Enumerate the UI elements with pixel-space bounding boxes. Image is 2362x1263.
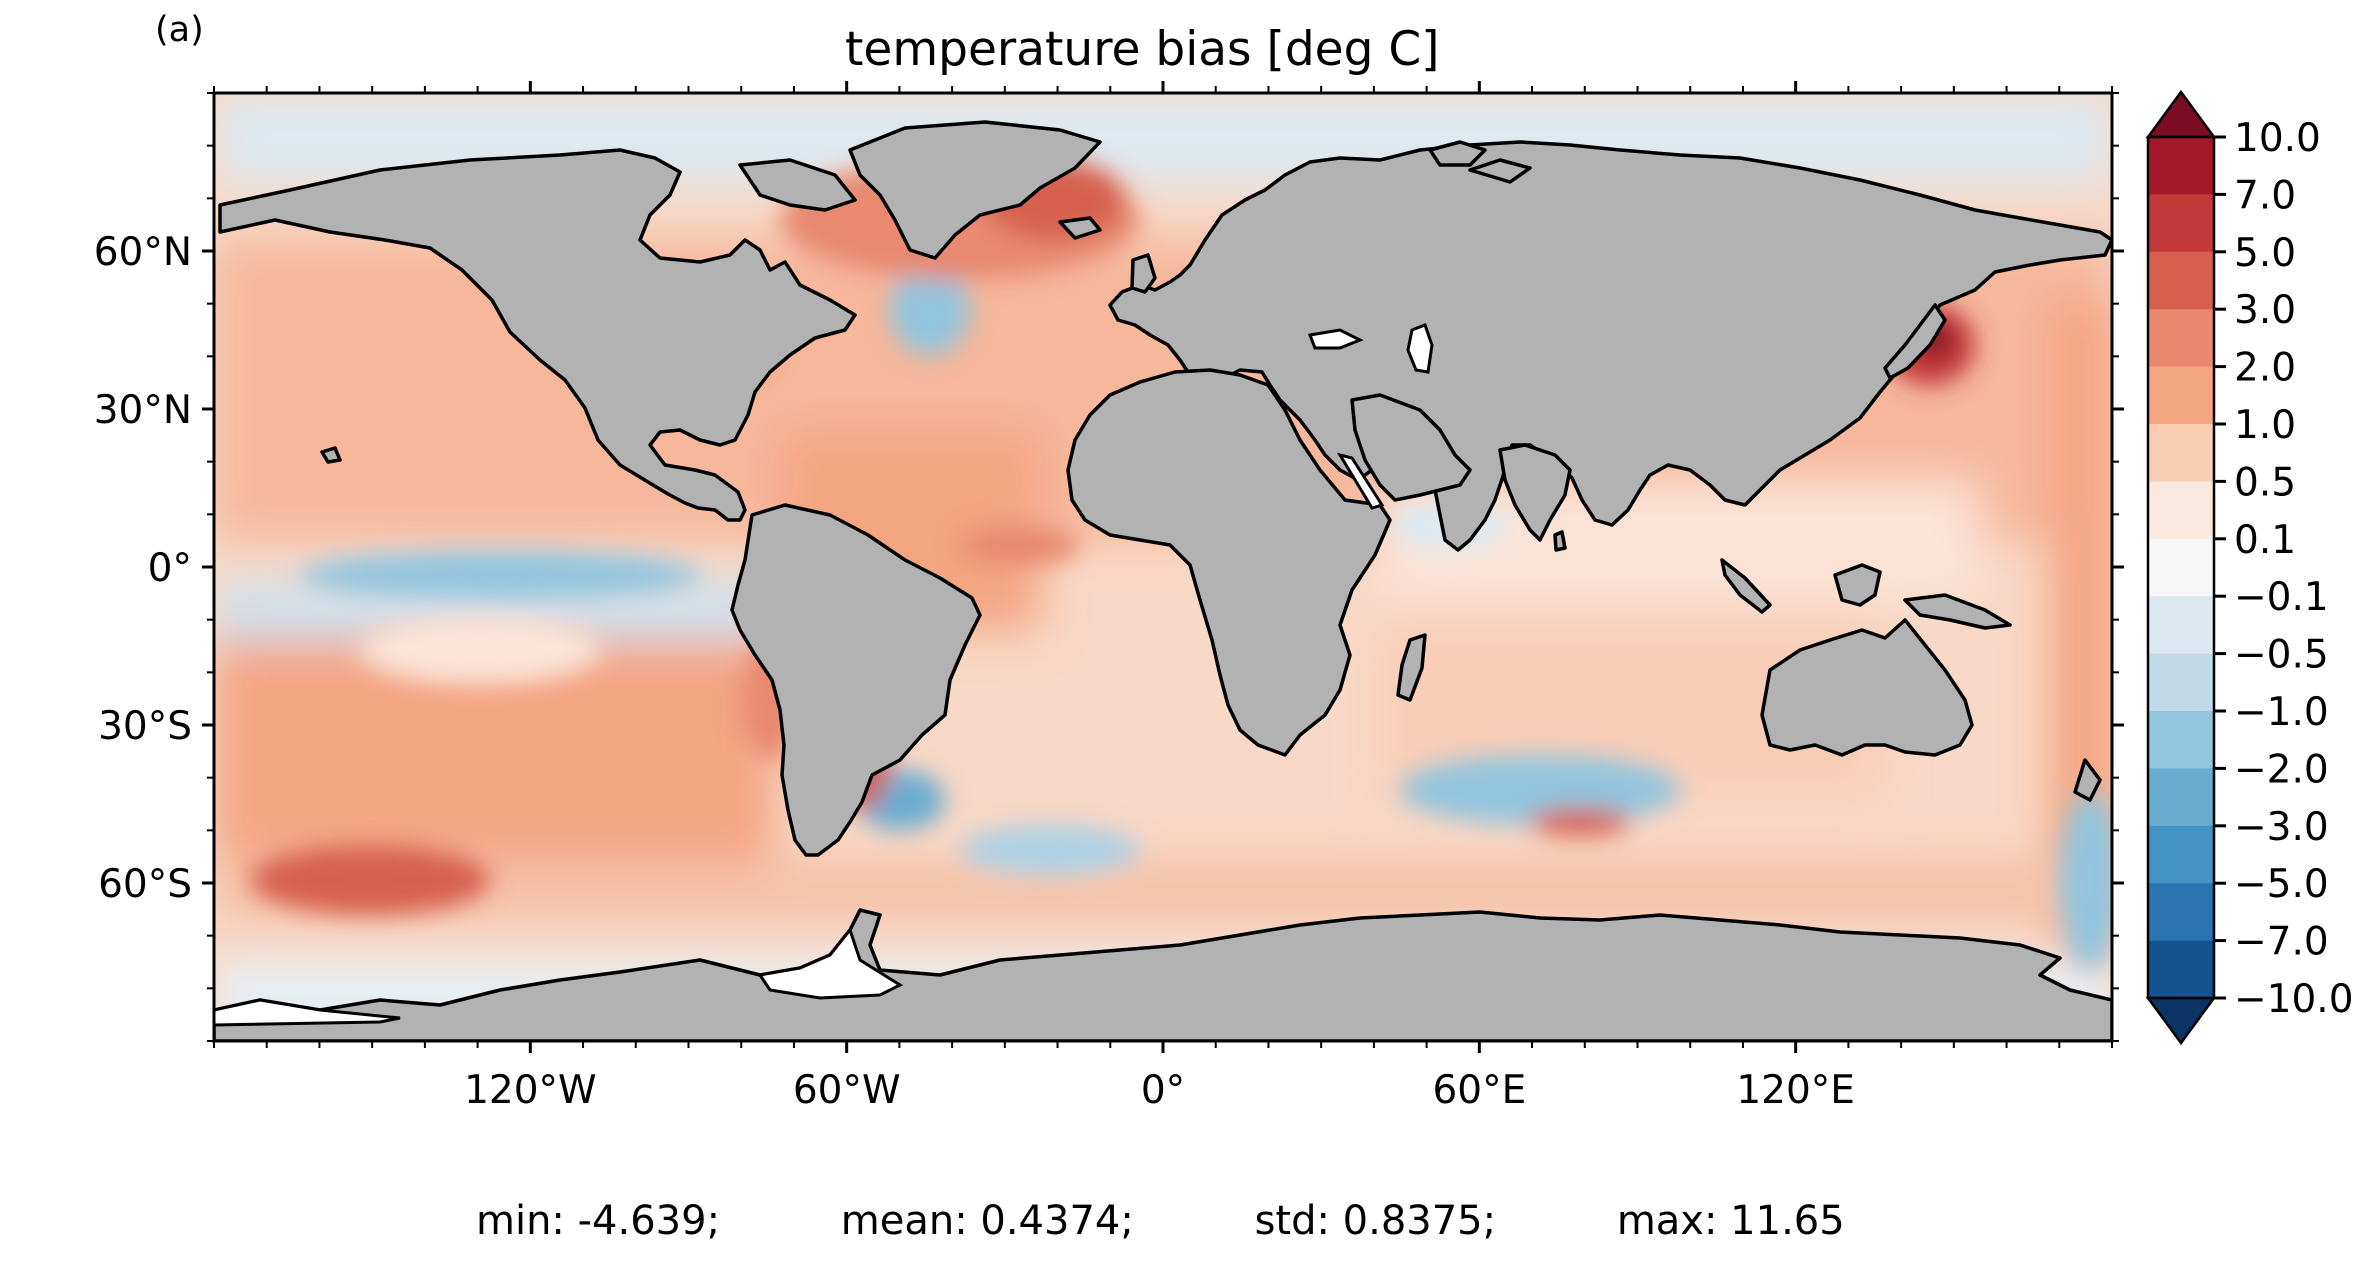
land-south-america (730, 503, 982, 857)
colorbar-label: −7.0 (2234, 920, 2329, 965)
land-borneo (1833, 563, 1882, 607)
land-hawaii (320, 446, 342, 464)
stat-std: std: 0.8375; (1254, 1198, 1497, 1244)
colorbar-swatch (2148, 137, 2214, 195)
minor-ticks (207, 86, 2119, 1048)
colorbar-label: −10.0 (2234, 977, 2354, 1022)
colorbar-label: 3.0 (2234, 288, 2296, 333)
colorbar-extend-max (2145, 89, 2217, 139)
lon-tick-label: 120°E (1736, 1068, 1855, 1113)
colorbar-swatch (2148, 596, 2214, 655)
lon-tick-label: 60°W (793, 1068, 901, 1113)
colorbar-swatch (2148, 825, 2214, 884)
colorbar-extend-min (2145, 996, 2217, 1046)
colorbar-label: 5.0 (2234, 231, 2296, 276)
colorbar-swatch (2148, 711, 2214, 769)
colorbar-label: −1.0 (2234, 690, 2329, 735)
colorbar-swatch (2148, 481, 2214, 540)
lon-tick-label: 60°E (1432, 1068, 1526, 1113)
land-sumatra (1720, 558, 1772, 614)
colorbar-swatch (2148, 194, 2214, 253)
colorbar-swatch (2148, 653, 2214, 712)
land-madagascar (1396, 633, 1427, 702)
caspian-sea (1406, 323, 1434, 374)
land-japan (1883, 303, 1947, 380)
land-north-america (218, 148, 857, 522)
colorbar-label: 0.1 (2234, 518, 2296, 563)
land-australia (1760, 618, 1974, 757)
colorbar-swatch (2148, 940, 2214, 999)
colorbar-label: 7.0 (2234, 173, 2296, 218)
ross-ice (214, 998, 401, 1027)
land-masses (214, 120, 2112, 1041)
white-regions (214, 323, 1434, 1027)
map-area (214, 93, 2112, 1041)
land-africa (1066, 368, 1392, 757)
colorbar-frame (2146, 135, 2216, 1000)
weddell-ice (757, 926, 904, 1000)
colorbar-label: −2.0 (2234, 747, 2329, 792)
land-antarctica (214, 908, 2112, 1041)
colorbar-swatch (2148, 883, 2214, 942)
land-iceland (1058, 216, 1102, 240)
colorbar-label: 0.5 (2234, 460, 2296, 505)
colorbar-swatch (2148, 538, 2214, 597)
land-baffin (738, 158, 857, 212)
land-greenland (848, 120, 1102, 260)
colorbar-swatch (2148, 424, 2214, 482)
land-india (1498, 443, 1572, 542)
colorbar-swatch (2148, 768, 2214, 827)
lat-tick-label: 30°S (98, 704, 192, 749)
land-new-zealand (2073, 758, 2102, 802)
land-arabia (1350, 393, 1472, 502)
colorbar-swatch (2148, 366, 2214, 425)
lat-tick-label: 60°S (98, 862, 192, 907)
lon-tick-label: 120°W (464, 1068, 597, 1113)
land-svalbard (1428, 140, 1487, 167)
colorbar-label: −3.0 (2234, 805, 2329, 850)
lon-tick-label: 0° (1141, 1068, 1185, 1113)
colorbar-label: −0.5 (2234, 633, 2329, 678)
lat-tick-label: 0° (148, 546, 192, 591)
colorbar-label: 10.0 (2234, 116, 2321, 161)
colorbar-swatch (2148, 251, 2214, 310)
red-sea (1336, 452, 1385, 510)
stat-max: max: 11.65 (1616, 1198, 1845, 1244)
black-sea (1307, 328, 1364, 350)
colorbar-label: −5.0 (2234, 862, 2329, 907)
colorbar-label: 2.0 (2234, 346, 2296, 391)
stats-line: min: -4.639; mean: 0.4374; std: 0.8375; … (476, 1198, 1845, 1244)
land-novaya-zemlya (1468, 158, 1532, 184)
colorbar-label: −0.1 (2234, 575, 2329, 620)
lat-tick-label: 60°N (94, 230, 192, 275)
colorbar-swatch (2148, 309, 2214, 368)
colorbar: 10.0 7.0 5.0 3.0 2.0 1.0 0.5 0.1 −0.1 −0.5 −1.0 −2.… (2145, 89, 2354, 1046)
land-new-guinea (1903, 593, 2012, 630)
stat-mean: mean: 0.4374; (840, 1198, 1134, 1244)
map-title: temperature bias [deg C] (845, 22, 1440, 77)
colorbar-label: 1.0 (2234, 403, 2296, 448)
land-uk (1130, 253, 1157, 294)
land-sri-lanka (1553, 530, 1567, 552)
panel-label: (a) (155, 10, 204, 50)
lat-tick-label: 30°N (94, 388, 192, 433)
stat-min: min: -4.639; (476, 1198, 721, 1244)
